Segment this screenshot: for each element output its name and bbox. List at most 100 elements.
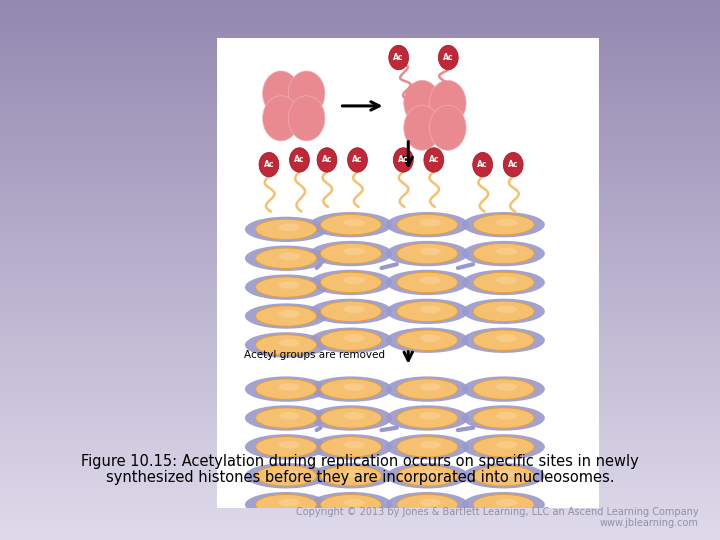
Bar [0, 443, 720, 444]
Bar [0, 508, 720, 509]
Ellipse shape [320, 437, 382, 457]
Bar [0, 488, 720, 490]
Bar [0, 74, 720, 76]
Bar [0, 227, 720, 228]
Bar [0, 211, 720, 212]
Bar [0, 412, 720, 414]
Ellipse shape [496, 219, 518, 226]
Bar [0, 241, 720, 243]
Bar [0, 407, 720, 409]
Bar [0, 378, 720, 380]
Circle shape [429, 80, 466, 125]
Bar [0, 200, 720, 201]
Ellipse shape [496, 276, 518, 284]
Bar [0, 486, 720, 488]
Bar [0, 455, 720, 457]
Bar [0, 65, 720, 66]
Bar [0, 266, 720, 268]
Ellipse shape [473, 214, 534, 235]
Bar [0, 475, 720, 477]
Ellipse shape [279, 412, 300, 420]
Ellipse shape [420, 276, 441, 284]
Bar [0, 529, 720, 531]
Ellipse shape [279, 310, 300, 318]
Bar [0, 18, 720, 20]
Bar [0, 315, 720, 317]
Bar [0, 58, 720, 59]
Bar [0, 131, 720, 133]
Bar [0, 515, 720, 517]
Bar [0, 495, 720, 497]
Bar [0, 326, 720, 328]
Bar [0, 522, 720, 524]
Ellipse shape [473, 408, 534, 428]
Bar [0, 420, 720, 421]
Bar [0, 333, 720, 335]
Ellipse shape [397, 272, 458, 293]
Bar [0, 252, 720, 254]
Bar [0, 106, 720, 108]
Bar [0, 2, 720, 4]
Bar [0, 439, 720, 441]
Bar [0, 56, 720, 58]
Ellipse shape [320, 495, 382, 515]
Bar [0, 329, 720, 331]
Ellipse shape [279, 281, 300, 289]
Bar [0, 15, 720, 16]
Bar [0, 371, 720, 373]
Ellipse shape [397, 214, 458, 235]
Bar [0, 434, 720, 436]
Bar [0, 491, 720, 493]
Bar [0, 221, 720, 223]
Bar [0, 385, 720, 387]
Ellipse shape [386, 299, 469, 324]
Bar [0, 4, 720, 5]
Bar [0, 275, 720, 277]
Bar [0, 133, 720, 135]
Bar [0, 187, 720, 189]
Ellipse shape [343, 219, 365, 226]
Bar [0, 147, 720, 150]
Ellipse shape [473, 379, 534, 399]
Bar [0, 502, 720, 504]
Ellipse shape [462, 434, 545, 460]
Bar [0, 83, 720, 85]
Circle shape [263, 71, 300, 116]
Bar [0, 69, 720, 70]
Bar [0, 258, 720, 259]
Bar [0, 174, 720, 177]
Bar [0, 414, 720, 416]
Circle shape [429, 105, 466, 150]
Ellipse shape [245, 303, 328, 329]
Bar [0, 72, 720, 74]
Bar [0, 279, 720, 281]
Bar [0, 5, 720, 7]
Bar [0, 398, 720, 400]
Bar [0, 99, 720, 101]
Bar [0, 47, 720, 49]
Bar [0, 86, 720, 88]
Bar [0, 410, 720, 412]
Ellipse shape [256, 277, 317, 298]
Ellipse shape [386, 376, 469, 402]
Ellipse shape [245, 434, 328, 460]
Bar [0, 425, 720, 427]
Bar [0, 366, 720, 367]
Bar [0, 193, 720, 194]
Bar [0, 403, 720, 405]
Circle shape [503, 152, 523, 177]
Bar [0, 140, 720, 142]
Bar [0, 164, 720, 166]
Circle shape [288, 71, 325, 116]
Bar [0, 144, 720, 146]
Bar [0, 204, 720, 205]
Bar [0, 538, 720, 540]
Bar [0, 339, 720, 340]
Ellipse shape [496, 247, 518, 255]
Ellipse shape [310, 212, 392, 238]
Bar [0, 135, 720, 137]
Bar [0, 306, 720, 308]
Bar [0, 319, 720, 320]
Circle shape [259, 152, 279, 177]
Bar [0, 531, 720, 533]
